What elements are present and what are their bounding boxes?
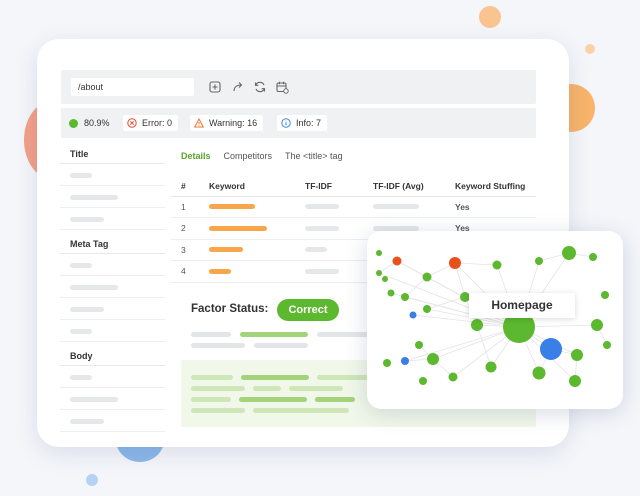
- tf-idf-cell: [295, 196, 363, 218]
- warning-count: Warning: 16: [209, 118, 258, 128]
- row-number: 1: [171, 196, 199, 218]
- column-header-keyword[interactable]: Keyword: [199, 176, 295, 197]
- placeholder-line: [317, 375, 371, 380]
- share-icon[interactable]: [231, 80, 245, 94]
- info-count-badge[interactable]: Info: 7: [277, 115, 328, 131]
- error-count-badge[interactable]: Error: 0: [123, 115, 179, 131]
- sidebar-item[interactable]: [60, 366, 165, 388]
- placeholder-line: [254, 343, 308, 348]
- info-count: Info: 7: [296, 118, 322, 128]
- sidebar-item[interactable]: [60, 298, 165, 320]
- score-dot-icon: [69, 118, 78, 128]
- factor-status-badge: Correct: [277, 299, 339, 321]
- column-header-tf-idf-avg[interactable]: TF-IDF (Avg): [363, 176, 445, 197]
- tab-competitors[interactable]: Competitors: [223, 151, 273, 161]
- warning-count-badge[interactable]: Warning: 16: [190, 115, 264, 131]
- column-header-keyword-stuffing[interactable]: Keyword Stuffing: [445, 176, 536, 197]
- placeholder-line: [315, 397, 355, 402]
- sidebar-item[interactable]: [60, 186, 165, 208]
- placeholder-line: [191, 375, 233, 380]
- error-icon: [127, 118, 137, 128]
- placeholder-line: [191, 408, 245, 413]
- tab-details[interactable]: Details: [181, 151, 211, 161]
- placeholder-line: [253, 408, 349, 413]
- link-graph: [376, 246, 611, 387]
- link-graph-card: Homepage: [367, 231, 623, 409]
- decor-blob-blue-small: [86, 474, 98, 486]
- keyword-cell: [199, 260, 295, 283]
- table-row[interactable]: 1 Yes: [171, 196, 536, 218]
- placeholder-line: [289, 386, 343, 391]
- placeholder-line: [253, 386, 281, 391]
- tf-idf-cell: [295, 217, 363, 240]
- url-field[interactable]: /about: [71, 78, 194, 96]
- placeholder-line: [241, 375, 309, 380]
- tf-idf-avg-cell: [363, 196, 445, 218]
- toolbar: /about: [61, 70, 536, 104]
- warning-icon: [194, 118, 204, 128]
- placeholder-line: [239, 397, 307, 402]
- refresh-icon[interactable]: [253, 80, 267, 94]
- placeholder-line: [191, 332, 231, 337]
- keyword-stuffing-cell: Yes: [445, 196, 536, 218]
- sidebar-section-body[interactable]: Body: [60, 346, 165, 366]
- homepage-node-label[interactable]: Homepage: [469, 293, 575, 318]
- sidebar-item[interactable]: [60, 164, 165, 186]
- sidebar-item[interactable]: [60, 254, 165, 276]
- placeholder-line: [240, 332, 308, 337]
- sidebar-item[interactable]: [60, 388, 165, 410]
- sidebar-item[interactable]: [60, 410, 165, 432]
- placeholder-line: [191, 386, 245, 391]
- error-count: Error: 0: [142, 118, 173, 128]
- sidebar-section-title[interactable]: Title: [60, 144, 165, 164]
- keyword-cell: [199, 196, 295, 218]
- decor-blob-orange-small: [585, 44, 595, 54]
- sidebar-item[interactable]: [60, 208, 165, 230]
- tab-bar: Details Competitors The <title> tag: [181, 151, 343, 161]
- placeholder-line: [317, 332, 369, 337]
- tf-idf-cell: [295, 239, 363, 261]
- placeholder-line: [191, 343, 245, 348]
- sidebar-item[interactable]: [60, 320, 165, 342]
- keyword-cell: [199, 217, 295, 240]
- add-icon[interactable]: [208, 80, 222, 94]
- row-number: 4: [171, 260, 199, 283]
- score-indicator: 80.9%: [69, 115, 110, 131]
- row-number: 3: [171, 239, 199, 261]
- info-icon: [281, 118, 291, 128]
- tf-idf-cell: [295, 260, 363, 283]
- tab-title-tag[interactable]: The <title> tag: [285, 151, 343, 161]
- sidebar: Title Meta Tag Body: [60, 144, 165, 432]
- keyword-cell: [199, 239, 295, 261]
- status-bar: 80.9% Error: 0 Warning: 16 Info: 7: [61, 108, 536, 138]
- factor-status-label: Factor Status:: [191, 303, 269, 315]
- sidebar-item[interactable]: [60, 276, 165, 298]
- column-header-tf-idf[interactable]: TF-IDF: [295, 176, 363, 197]
- column-header-number: #: [171, 176, 199, 197]
- row-number: 2: [171, 217, 199, 240]
- score-value: 80.9%: [84, 118, 110, 128]
- sidebar-section-meta-tag[interactable]: Meta Tag: [60, 234, 165, 254]
- placeholder-line: [191, 397, 231, 402]
- decor-blob-orange-top: [479, 6, 501, 28]
- calendar-settings-icon[interactable]: [275, 80, 289, 94]
